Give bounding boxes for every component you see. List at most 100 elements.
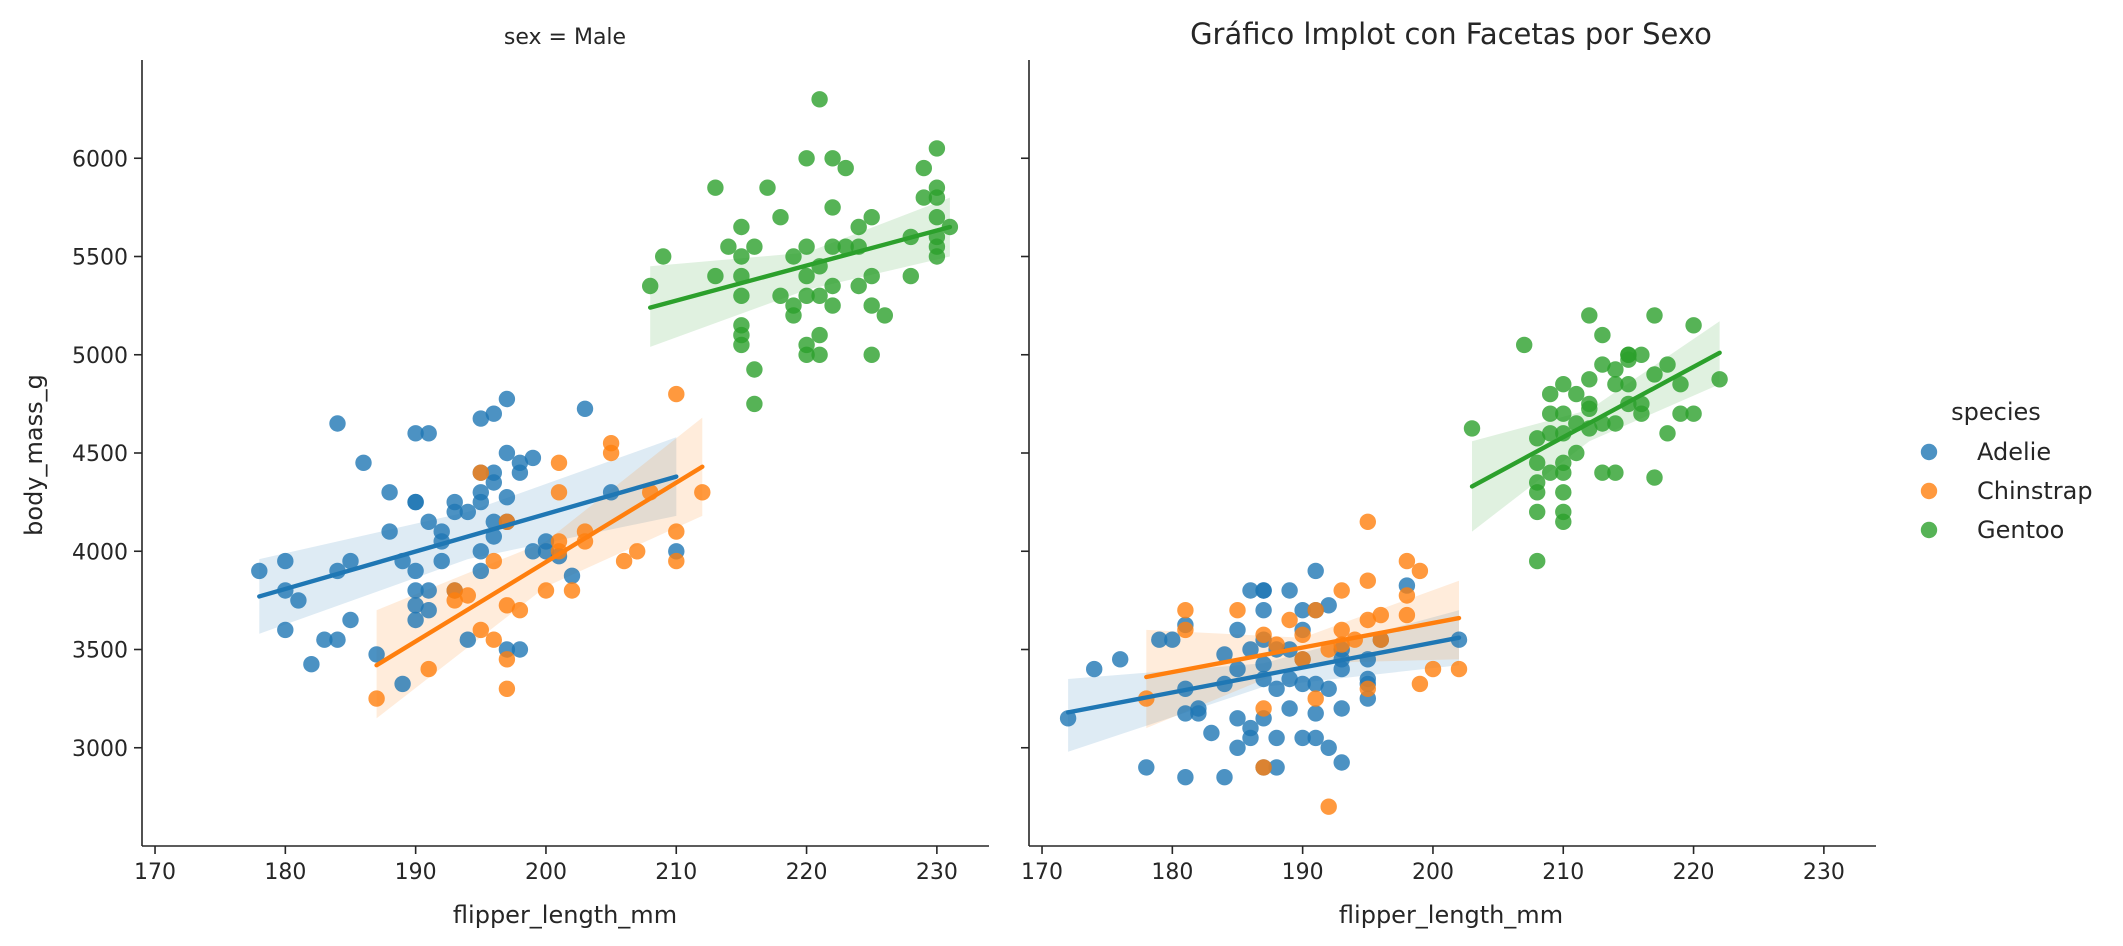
- adelie-point: [407, 582, 424, 599]
- adelie-point: [1307, 705, 1324, 722]
- adelie-point: [342, 611, 359, 629]
- adelie-point: [1307, 562, 1324, 580]
- x-tick-label: 190: [1282, 860, 1324, 885]
- gentoo-point: [1568, 385, 1585, 403]
- x-tick-label: 210: [1542, 860, 1584, 885]
- adelie-point: [1255, 656, 1272, 673]
- chinstrap-point: [668, 552, 685, 570]
- gentoo-point: [1516, 336, 1533, 354]
- gentoo-point: [707, 179, 724, 196]
- adelie-point: [1112, 651, 1129, 668]
- adelie-regression-line: [1065, 635, 1462, 715]
- adelie-point: [355, 454, 372, 471]
- adelie-point: [316, 631, 333, 648]
- adelie-point: [420, 513, 437, 530]
- chinstrap-point: [1333, 582, 1350, 599]
- adelie-point: [368, 646, 385, 663]
- adelie-point: [498, 489, 516, 506]
- facet-title-male: sex = Male: [504, 25, 626, 50]
- chinstrap-point: [563, 582, 581, 599]
- chinstrap-point: [694, 484, 711, 501]
- gentoo-point: [1711, 371, 1728, 388]
- gentoo-point: [1672, 405, 1689, 422]
- gentoo-point: [1659, 425, 1676, 442]
- gentoo-point: [759, 179, 776, 196]
- gentoo-point: [772, 209, 789, 226]
- adelie-point: [472, 493, 489, 511]
- gentoo-point: [824, 277, 841, 295]
- gentoo-point: [798, 150, 815, 167]
- gentoo-point: [746, 361, 763, 378]
- gentoo-point: [1646, 366, 1663, 383]
- adelie-point: [303, 656, 320, 673]
- chinstrap-point: [668, 523, 685, 540]
- chinstrap-point: [1255, 759, 1272, 776]
- adelie-point: [472, 410, 489, 427]
- chinstrap-point: [511, 602, 529, 619]
- gentoo-point: [928, 209, 946, 226]
- chinstrap-point: [615, 552, 633, 570]
- chinstrap-point: [1411, 562, 1429, 580]
- y-tick-label: 5500: [72, 246, 128, 271]
- gentoo-point: [655, 248, 672, 265]
- chinstrap-point: [498, 597, 516, 614]
- gentoo-point: [733, 248, 750, 265]
- gentoo-point: [811, 326, 828, 344]
- x-tick-label: 230: [916, 860, 958, 885]
- adelie-point: [1268, 759, 1285, 776]
- legend: species Adelie Chinstrap Gentoo: [1920, 398, 2093, 544]
- gentoo-point: [1529, 454, 1546, 471]
- gentoo-point: [1685, 317, 1702, 334]
- gentoo-point: [863, 267, 880, 285]
- adelie-point: [1086, 660, 1103, 678]
- legend-marker-gentoo: [1920, 521, 1938, 539]
- adelie-point: [381, 523, 398, 540]
- x-axis-label-left: flipper_length_mm: [453, 901, 677, 929]
- adelie-point: [420, 425, 437, 442]
- adelie-point: [1177, 769, 1194, 786]
- chinstrap-point: [629, 543, 646, 560]
- chinstrap-point: [485, 631, 502, 648]
- adelie-point: [290, 592, 307, 609]
- facet-male-panel: 170 180 190 200 210 220 230 3000 3500 4000 4500 500…: [72, 60, 989, 885]
- chinstrap-point: [537, 582, 555, 599]
- gentoo-point: [863, 297, 880, 314]
- gentoo-point: [798, 287, 815, 304]
- adelie-point: [1294, 729, 1311, 747]
- gentoo-regression-line: [1469, 350, 1722, 489]
- adelie-point: [1307, 729, 1324, 747]
- adelie-point: [329, 631, 346, 648]
- x-tick-label: 180: [1151, 860, 1193, 885]
- gentoo-point: [1529, 552, 1546, 570]
- gentoo-point: [1672, 376, 1689, 393]
- gentoo-point: [1581, 307, 1598, 324]
- adelie-point: [1333, 754, 1350, 771]
- chinstrap-point: [1294, 651, 1311, 668]
- gentoo-point: [824, 150, 841, 167]
- x-tick-label: 210: [655, 860, 697, 885]
- gentoo-point: [1646, 469, 1663, 486]
- gentoo-point: [1594, 464, 1611, 481]
- adelie-point: [1151, 631, 1168, 648]
- adelie-point: [1320, 597, 1337, 614]
- chinstrap-point: [1320, 798, 1337, 815]
- legend-title: species: [1951, 398, 2041, 426]
- x-tick-label: 180: [264, 860, 306, 885]
- gentoo-point: [1607, 415, 1624, 432]
- adelie-point: [1138, 759, 1155, 776]
- chinstrap-point: [1398, 606, 1416, 624]
- chinstrap-point: [472, 464, 489, 481]
- adelie-point: [485, 474, 502, 491]
- adelie-point: [394, 675, 411, 693]
- gentoo-point: [1529, 430, 1546, 447]
- x-axis-label-right: flipper_length_mm: [1339, 901, 1563, 929]
- adelie-point: [407, 562, 424, 580]
- chinstrap-regression-line: [374, 464, 705, 668]
- gentoo-point: [1607, 376, 1624, 393]
- adelie-point: [1333, 700, 1350, 717]
- chinstrap-point: [1398, 587, 1416, 604]
- chinstrap-point: [1359, 611, 1377, 629]
- chinstrap-point: [485, 552, 502, 570]
- chinstrap-point: [1333, 621, 1350, 639]
